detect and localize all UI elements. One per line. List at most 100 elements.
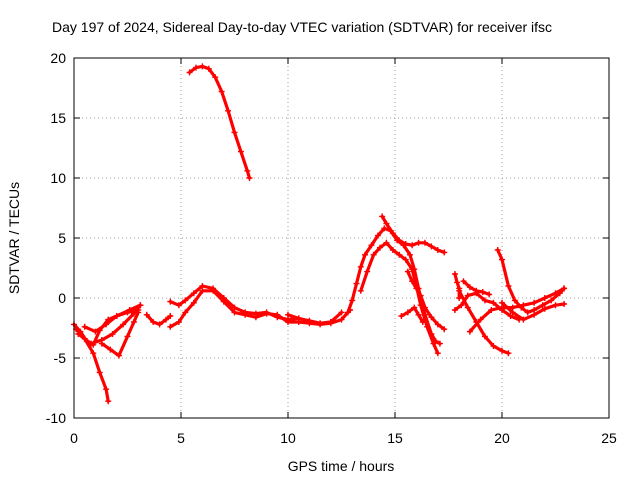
data-point [520, 302, 527, 309]
data-point [421, 239, 428, 246]
data-point [220, 295, 227, 301]
data-point [167, 298, 174, 305]
data-point [389, 247, 396, 253]
data-point [481, 333, 488, 340]
data-point [130, 319, 137, 325]
series-arc-e [81, 302, 144, 335]
data-point [274, 314, 281, 321]
data-point [167, 313, 174, 319]
data-point [103, 386, 110, 393]
series-arc-s [466, 285, 568, 335]
data-point [548, 297, 555, 304]
data-point [306, 317, 313, 324]
data-point [396, 237, 403, 244]
data-point [362, 251, 369, 258]
series-line [83, 303, 142, 334]
data-point [370, 251, 377, 258]
data-point [424, 323, 431, 330]
data-point [285, 311, 291, 318]
data-point [507, 313, 514, 319]
data-point [182, 297, 189, 304]
data-point [460, 278, 467, 285]
data-point [98, 340, 105, 347]
data-point [415, 311, 422, 318]
y-tick-label: 0 [58, 290, 66, 306]
data-series [71, 63, 568, 405]
data-point [541, 305, 548, 312]
data-point [231, 304, 238, 311]
series-arc-d [98, 309, 142, 359]
data-point [124, 333, 131, 340]
data-point [163, 316, 170, 323]
data-point [96, 369, 103, 376]
data-point [531, 299, 538, 306]
data-point [531, 311, 538, 318]
data-point [486, 291, 493, 298]
data-point [167, 323, 174, 330]
data-point [505, 283, 512, 289]
data-point [186, 69, 193, 76]
series-arc-u [460, 278, 493, 298]
data-point [357, 287, 364, 294]
data-point [381, 225, 388, 232]
data-point [456, 295, 463, 301]
y-tick-label: -5 [54, 350, 67, 366]
data-point [398, 313, 405, 319]
data-point [511, 297, 518, 304]
data-point [488, 307, 495, 313]
data-point [477, 316, 484, 323]
data-point [88, 340, 95, 347]
series-arc-m [379, 213, 448, 256]
x-tick-label: 25 [601, 430, 617, 446]
data-point [205, 65, 212, 72]
data-point [499, 299, 505, 306]
data-point [409, 278, 416, 285]
data-point [295, 315, 302, 322]
series-line [188, 64, 252, 180]
data-point [135, 309, 142, 316]
data-point [441, 249, 448, 256]
x-tick-label: 0 [70, 430, 78, 446]
data-point [520, 316, 527, 323]
data-point [404, 268, 411, 275]
data-point [421, 304, 428, 311]
series-arc-n [398, 304, 426, 325]
data-point [539, 302, 546, 309]
data-point [411, 304, 418, 311]
series-arc-v [451, 271, 463, 301]
data-point [434, 321, 441, 328]
data-point [107, 346, 114, 353]
data-point [464, 292, 471, 299]
data-point [389, 230, 396, 237]
data-point [409, 242, 416, 249]
data-point [327, 319, 334, 325]
data-point [120, 321, 127, 328]
data-point [406, 251, 413, 258]
series-line [359, 241, 440, 355]
data-point [436, 340, 443, 347]
data-point [126, 307, 133, 313]
data-point [490, 299, 497, 306]
data-point [377, 244, 384, 251]
x-tick-label: 20 [494, 430, 510, 446]
data-point [561, 301, 568, 307]
data-point [199, 63, 206, 70]
data-point [451, 271, 458, 277]
data-point [92, 328, 99, 335]
data-point [383, 220, 390, 227]
data-point [242, 309, 249, 316]
data-point [428, 243, 435, 250]
data-point [561, 285, 568, 292]
data-point [81, 323, 88, 330]
series-arc-q [456, 287, 512, 357]
data-point [454, 279, 461, 286]
data-point [466, 328, 473, 335]
data-point [349, 297, 356, 304]
axis-ticks: 0 5 10 15 20 25 -10 -5 0 5 10 15 20 [46, 50, 617, 446]
data-point [109, 331, 116, 337]
data-point [383, 239, 390, 246]
data-point [115, 352, 122, 359]
data-point [190, 299, 197, 306]
y-tick-label: 5 [58, 230, 66, 246]
series-arc-l [357, 239, 441, 357]
